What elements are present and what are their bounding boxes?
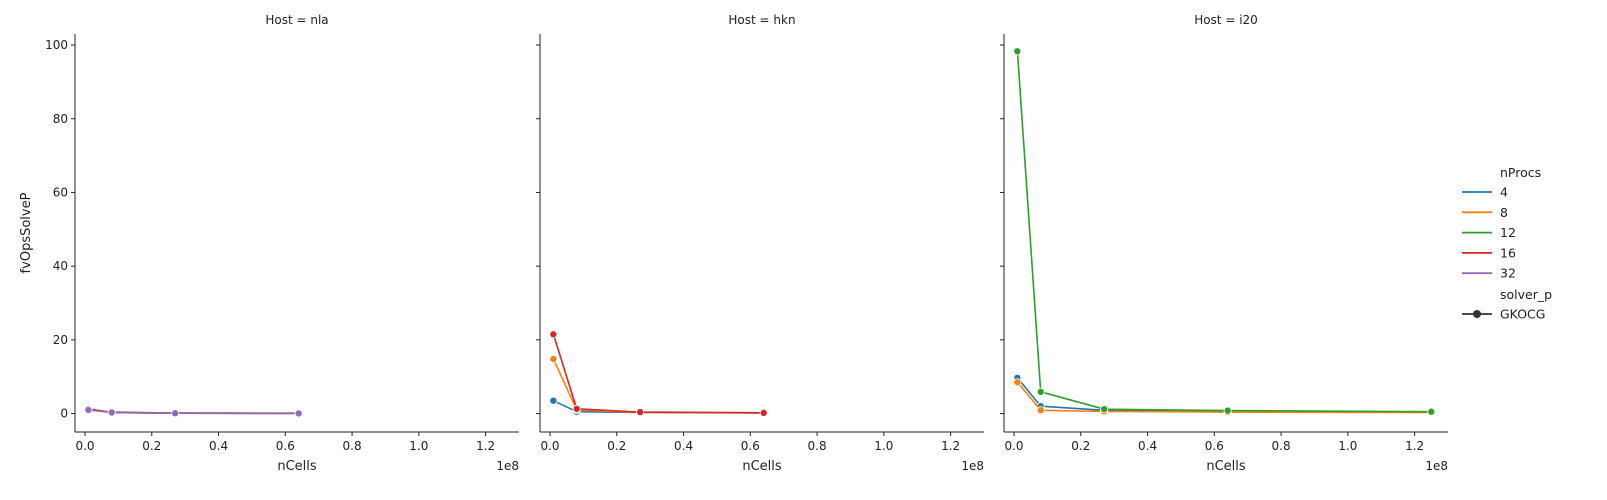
- data-point-32: [84, 405, 93, 414]
- x-tick-label: 1.2: [476, 439, 495, 453]
- x-exponent-label: 1e8: [496, 459, 519, 473]
- legend-label-16: 16: [1500, 245, 1516, 260]
- y-tick-label: 80: [53, 112, 68, 126]
- legend-label-12: 12: [1500, 225, 1516, 240]
- legend-label-8: 8: [1500, 205, 1508, 220]
- x-exponent-label: 1e8: [1425, 459, 1448, 473]
- x-axis-label: nCells: [277, 459, 317, 474]
- y-tick-label: 60: [53, 185, 68, 199]
- series-line-12: [1016, 51, 1432, 413]
- x-tick-label: 0.0: [75, 439, 94, 453]
- x-tick-label: 0.6: [1205, 439, 1224, 453]
- series-line-4: [553, 399, 764, 414]
- data-point-16: [759, 408, 768, 417]
- panel-title: Host = nla: [265, 13, 328, 27]
- x-tick-label: 0.4: [674, 439, 693, 453]
- facet-panel-nla: Host = nla 0 20 40 60 80 100 0.0 0.2 0.4 0.6 0.8 1.0…: [45, 13, 519, 474]
- x-tick-label: 1.0: [1338, 439, 1357, 453]
- data-point-12: [1427, 407, 1436, 416]
- x-tick-label: 0.6: [741, 439, 760, 453]
- data-point-12: [1223, 406, 1232, 415]
- data-point-32: [294, 409, 303, 418]
- data-point-12: [1013, 47, 1022, 56]
- data-point-12: [1036, 387, 1045, 396]
- panel-title: Host = hkn: [728, 13, 795, 27]
- data-point-8: [1036, 406, 1045, 415]
- x-tick-label: 0.4: [209, 439, 228, 453]
- data-point-4: [549, 396, 558, 405]
- y-axis-label: fvOpsSolveP: [19, 192, 34, 273]
- legend: nProcs 4 8 12 16 32 solver_p GKOCG: [1462, 165, 1552, 322]
- x-tick-label: 0.2: [1071, 439, 1090, 453]
- series-line-8: [552, 358, 764, 414]
- x-tick-label: 0.0: [1004, 439, 1023, 453]
- x-tick-label: 0.8: [343, 439, 362, 453]
- legend-label-32: 32: [1500, 266, 1516, 281]
- x-tick-label: 0.8: [808, 439, 827, 453]
- data-point-16: [549, 330, 558, 339]
- x-tick-label: 0.6: [276, 439, 295, 453]
- legend-hue-title: nProcs: [1500, 165, 1541, 180]
- x-tick-label: 0.8: [1272, 439, 1291, 453]
- data-point-16: [636, 408, 645, 417]
- data-point-32: [171, 409, 180, 418]
- data-point-32: [107, 408, 116, 417]
- series-line-16: [552, 334, 764, 414]
- x-axis-label: nCells: [1206, 459, 1246, 474]
- x-tick-label: 0.4: [1138, 439, 1157, 453]
- data-point-8: [549, 355, 558, 364]
- x-tick-label: 0.0: [540, 439, 559, 453]
- data-point-12: [1100, 405, 1109, 414]
- x-tick-label: 1.2: [1405, 439, 1424, 453]
- data-point-16: [572, 404, 581, 413]
- series-line-4: [1016, 377, 1432, 413]
- legend-style-marker: [1473, 310, 1481, 318]
- x-tick-label: 0.2: [142, 439, 161, 453]
- y-tick-label: 40: [53, 259, 68, 273]
- x-tick-label: 1.0: [409, 439, 428, 453]
- y-tick-label: 100: [45, 38, 68, 52]
- facet-panels: Host = nla 0 20 40 60 80 100 0.0 0.2 0.4 0.6 0.8 1.0…: [19, 13, 1448, 474]
- x-tick-label: 0.2: [607, 439, 626, 453]
- x-tick-label: 1.2: [941, 439, 960, 453]
- legend-label-4: 4: [1500, 185, 1508, 200]
- y-tick-label: 20: [53, 333, 68, 347]
- legend-style-title: solver_p: [1500, 287, 1552, 302]
- panel-title: Host = i20: [1194, 13, 1258, 27]
- data-point-8: [1013, 378, 1022, 387]
- x-exponent-label: 1e8: [961, 459, 984, 473]
- y-tick-label: 0: [60, 407, 68, 421]
- series-line-32: [88, 409, 299, 415]
- x-tick-label: 1.0: [874, 439, 893, 453]
- x-axis-label: nCells: [742, 459, 782, 474]
- legend-style-label: GKOCG: [1500, 307, 1545, 322]
